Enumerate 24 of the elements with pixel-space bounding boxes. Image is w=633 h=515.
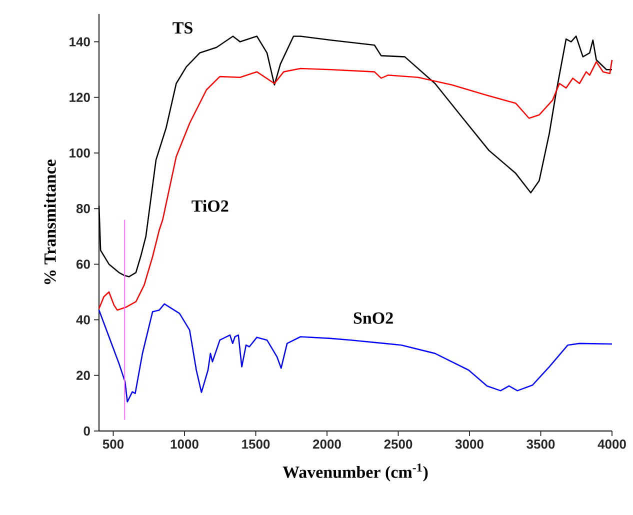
- series-label: TiO2: [192, 200, 228, 212]
- x-tick-label: 1000: [170, 440, 198, 449]
- y-tick-label: 80: [76, 204, 90, 214]
- line-series: [98, 36, 613, 278]
- series-label: TS: [172, 22, 192, 34]
- y-tick-label: 40: [76, 315, 90, 324]
- y-axis-title: % Transmittance: [44, 160, 56, 284]
- y-tick-label: 120: [70, 92, 90, 102]
- x-axis-title: Wavenumber (cm$^{-1}$): [282, 464, 428, 482]
- x-tick-label: 1500: [242, 440, 270, 449]
- x-tick-label: 3000: [455, 440, 484, 449]
- series-label: SnO2: [354, 312, 393, 324]
- y-tick-label: 0: [84, 426, 90, 436]
- y-tick-label: 100: [70, 148, 90, 158]
- line-series: [98, 303, 613, 402]
- x-tick-label: 4000: [598, 440, 626, 449]
- line-series: [98, 59, 613, 311]
- y-tick-label: 20: [76, 370, 90, 380]
- x-tick-label: 2000: [312, 440, 341, 449]
- x-tick-label: 500: [102, 440, 124, 449]
- y-tick-label: 60: [76, 260, 90, 269]
- y-tick-label: 140: [70, 37, 90, 46]
- x-tick-label: 2500: [384, 440, 412, 449]
- x-tick-label: 3500: [526, 440, 555, 449]
